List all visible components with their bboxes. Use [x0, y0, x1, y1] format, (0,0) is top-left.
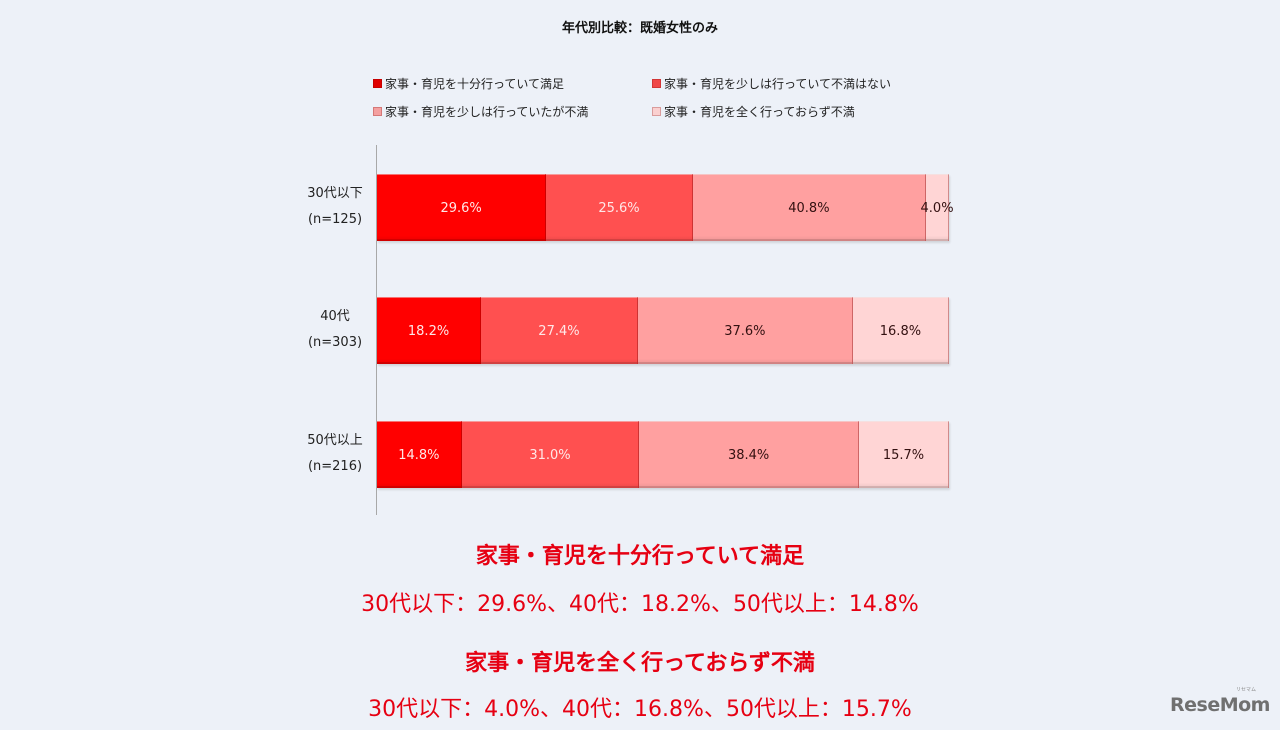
- category-sample-size: (n=303): [307, 335, 363, 350]
- resemom-logo: ReseMom: [1170, 694, 1270, 716]
- category-axis-line: [376, 145, 377, 515]
- category-label-50s-over: 50代以上 (n=216): [290, 428, 380, 480]
- category-label-30s-under: 30代以下 (n=125): [290, 181, 380, 233]
- legend-item-none-dissatisfied: 家事・育児を全く行っておらず不満: [652, 103, 855, 120]
- legend-label: 家事・育児を少しは行っていて不満はない: [664, 77, 892, 91]
- category-name: 50代以上: [307, 433, 363, 448]
- bar-segment: 38.4%: [639, 421, 860, 488]
- category-name: 30代以下: [307, 186, 363, 201]
- chart-title: 年代別比較：既婚女性のみ: [561, 21, 718, 36]
- legend-item-some-no-complaint: 家事・育児を少しは行っていて不満はない: [652, 75, 891, 92]
- category-sample-size: (n=216): [307, 459, 363, 474]
- summary-values-dissatisfied: 30代以下：4.0%、40代：16.8%、50代以上：15.7%: [368, 697, 912, 722]
- legend-swatch-icon: [373, 79, 382, 88]
- bar-segment: 29.6%: [377, 174, 547, 241]
- legend-item-some-dissatisfied: 家事・育児を少しは行っていたが不満: [373, 103, 588, 120]
- bar-segment: 4.0%: [921, 174, 954, 241]
- bar-segment: 40.8%: [692, 174, 927, 241]
- legend-label: 家事・育児を十分行っていて満足: [385, 77, 565, 91]
- logo-ruby: リセマム: [1236, 687, 1257, 693]
- bar-segment: 27.4%: [481, 297, 638, 364]
- bar-row-50s-over: 14.8% 31.0% 38.4% 15.7%: [377, 421, 949, 488]
- legend-swatch-icon: [652, 79, 661, 88]
- bar-segment: 25.6%: [546, 174, 693, 241]
- summary-values-satisfied: 30代以下：29.6%、40代：18.2%、50代以上：14.8%: [361, 592, 919, 617]
- legend-label: 家事・育児を少しは行っていたが不満: [385, 105, 589, 119]
- bar-row-40s: 18.2% 27.4% 37.6% 16.8%: [377, 297, 949, 364]
- bar-segment: 31.0%: [461, 421, 640, 488]
- category-label-40s: 40代 (n=303): [290, 304, 380, 356]
- legend-swatch-icon: [652, 107, 661, 116]
- category-name: 40代: [320, 309, 350, 324]
- bar-segment: 15.7%: [859, 421, 949, 488]
- bar-segment: 16.8%: [852, 297, 949, 364]
- legend-item-satisfied: 家事・育児を十分行っていて満足: [373, 75, 564, 92]
- category-sample-size: (n=125): [307, 212, 363, 227]
- summary-heading-satisfied: 家事・育児を十分行っていて満足: [475, 544, 805, 569]
- legend-label: 家事・育児を全く行っておらず不満: [664, 105, 855, 119]
- bar-segment: 37.6%: [637, 297, 853, 364]
- bar-segment: 18.2%: [377, 297, 482, 364]
- summary-heading-dissatisfied: 家事・育児を全く行っておらず不満: [465, 651, 815, 676]
- legend-swatch-icon: [373, 107, 382, 116]
- bar-segment: 14.8%: [377, 421, 462, 488]
- bar-row-30s-under: 29.6% 25.6% 40.8% 4.0%: [377, 174, 954, 241]
